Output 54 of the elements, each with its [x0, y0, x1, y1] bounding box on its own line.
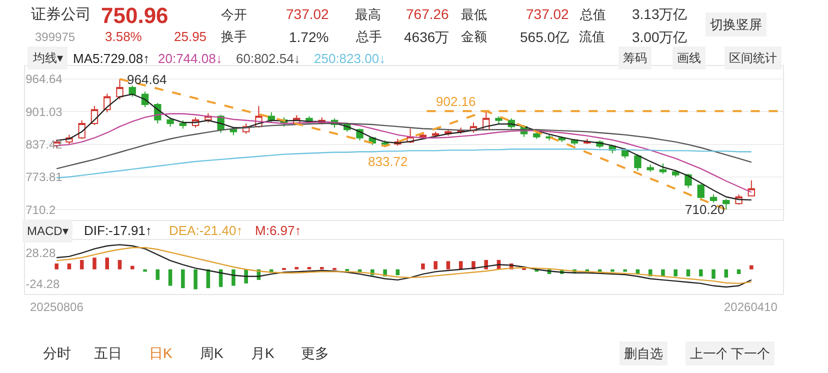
text: 区间统计 — [729, 51, 777, 65]
annotation: 964.64 — [127, 72, 167, 87]
text: 今开 — [221, 7, 247, 22]
text: 金额 — [461, 29, 487, 44]
text: 周K — [200, 345, 224, 361]
text: 3.58% — [105, 29, 142, 44]
text: 证券公司 — [31, 6, 91, 23]
x-tick-label: 20250806 — [30, 300, 84, 314]
text: 总值 — [579, 7, 606, 22]
text: 最低 — [461, 7, 487, 22]
text: 737.02 — [286, 6, 330, 22]
text: 更多 — [301, 345, 329, 361]
text: 总手 — [355, 29, 382, 44]
text: 60:802.54↓ — [236, 51, 300, 66]
text: 删自选 — [624, 346, 663, 361]
text: 流值 — [579, 29, 605, 44]
text: 五日 — [94, 345, 122, 361]
y-tick-label: 901.03 — [26, 104, 63, 119]
ref-line-label: 902.16 — [436, 94, 476, 109]
text: 最高 — [355, 7, 381, 22]
text: 20:744.08↓ — [158, 51, 222, 66]
text: 4636万 — [404, 29, 450, 45]
text: 日K — [149, 345, 173, 361]
y-tick-label: 710.2 — [26, 202, 56, 217]
text: MA5:729.08↑ — [73, 51, 150, 66]
annotation: 710.20 — [685, 202, 725, 217]
text: 1.72% — [289, 29, 329, 45]
text: 分时 — [43, 345, 71, 361]
text: 767.26 — [406, 6, 450, 22]
text: MACD▾ — [27, 224, 68, 238]
text: 月K — [251, 345, 275, 361]
series-label: DIF:-17.91↑ — [84, 223, 152, 238]
annotation: 833.72 — [368, 154, 408, 169]
text: 399975 — [35, 30, 76, 44]
y-tick-label: -24.28 — [26, 276, 60, 291]
text: 3.00万亿 — [632, 29, 688, 45]
text: 737.02 — [526, 6, 570, 22]
text: 均线▾ — [32, 51, 63, 65]
text: 250:823.00↓ — [314, 51, 386, 66]
text: 换手 — [221, 29, 247, 44]
text: 25.95 — [174, 29, 207, 44]
text: 565.0亿 — [520, 29, 570, 45]
y-tick-label: 964.64 — [26, 72, 63, 86]
x-tick-label: 20260410 — [724, 300, 778, 314]
y-tick-label: 773.81 — [26, 170, 63, 184]
text: 筹码 — [623, 51, 647, 65]
y-tick-label: 28.28 — [26, 246, 56, 260]
text: 750.96 — [101, 3, 168, 28]
text: 下一个 — [731, 346, 770, 361]
text: 切换竖屏 — [710, 17, 762, 32]
series-label: DEA:-21.40↑ — [169, 223, 243, 238]
text: 3.13万亿 — [632, 6, 688, 22]
text: 画线 — [677, 51, 701, 65]
text: M:6.97↑ — [255, 223, 302, 238]
